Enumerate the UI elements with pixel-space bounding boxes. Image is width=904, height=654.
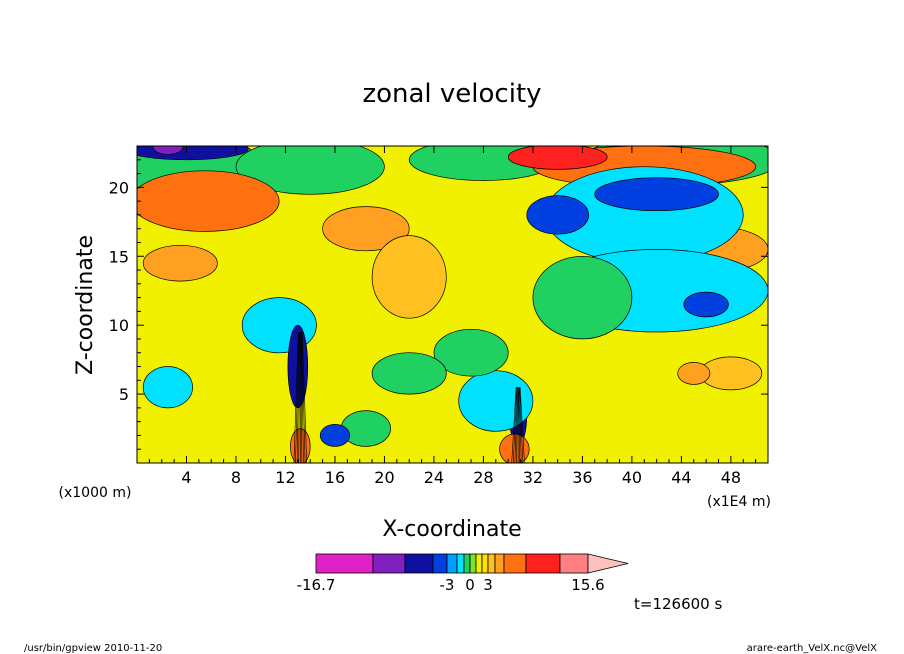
wave-contour-line <box>295 332 300 463</box>
contour-region <box>371 235 447 319</box>
colorbar-label: -3 <box>440 576 455 594</box>
colorbar-segment <box>469 553 477 574</box>
y-axis-ticks: 5 10 15 20 <box>109 159 768 450</box>
wave-contour-line <box>296 332 300 463</box>
x-tick-label: 16 <box>325 468 345 487</box>
wave-contour-line <box>301 332 304 463</box>
y-tick-label: 10 <box>109 316 129 335</box>
colorbar-label: 3 <box>483 576 493 594</box>
y-tick-label: 5 <box>119 385 129 404</box>
x-tick-label: 48 <box>721 468 741 487</box>
contour-region <box>526 195 589 235</box>
x-tick-label: 24 <box>424 468 444 487</box>
wave-contour-line <box>300 332 303 463</box>
contour-region <box>433 328 509 377</box>
colorbar-segment <box>456 553 465 574</box>
footer-left: /usr/bin/gpview 2010-11-20 <box>24 643 162 654</box>
x-tick-label: 4 <box>181 468 191 487</box>
contour-region <box>137 170 280 232</box>
contour-region <box>152 146 184 155</box>
x-tick-label: 40 <box>622 468 642 487</box>
x-axis-ticks: 4 8 12 16 20 24 28 32 36 40 44 48 <box>148 146 757 487</box>
colorbar-segment <box>446 553 458 574</box>
x-tick-label: 44 <box>671 468 691 487</box>
wave-contour-line <box>301 332 306 463</box>
colorbar-segment <box>372 553 406 574</box>
chart-title: zonal velocity <box>362 79 541 109</box>
contour-region <box>594 177 719 212</box>
colorbar-labels: -16.7 -3 0 3 15.6 <box>297 576 605 594</box>
colorbar-segment <box>404 553 434 574</box>
contour-fill-layer <box>137 146 768 463</box>
y-axis-label: Z-coordinate <box>73 235 98 375</box>
colorbar-segment <box>432 553 448 574</box>
x-tick-label: 12 <box>275 468 295 487</box>
contour-region <box>319 424 351 447</box>
footer-right: arare-earth_VelX.nc@VelX <box>747 643 878 654</box>
contour-region <box>142 244 218 282</box>
y-tick-label: 15 <box>109 247 129 266</box>
wave-contour-line <box>516 387 518 463</box>
wave-contour-line <box>511 387 517 463</box>
colorbar-label: 0 <box>465 576 475 594</box>
colorbar-label: -16.7 <box>297 576 336 594</box>
colorbar-segment <box>475 553 483 574</box>
x-tick-label: 36 <box>572 468 592 487</box>
plot-area <box>136 145 769 464</box>
wave-contour-line <box>298 332 301 463</box>
x-unit-label: (x1E4 m) <box>707 494 771 510</box>
x-tick-label: 8 <box>231 468 241 487</box>
contour-region <box>683 291 729 318</box>
contour-region <box>532 255 633 340</box>
contour-region <box>340 410 391 447</box>
x-axis-label: X-coordinate <box>382 517 521 542</box>
wave-contour-line <box>513 387 517 463</box>
contour-region <box>371 352 447 395</box>
y-unit-label: (x1000 m) <box>59 485 132 501</box>
colorbar-segment <box>559 553 589 574</box>
wave-contour-line <box>518 387 520 463</box>
plot-frame <box>136 145 769 464</box>
wave-contour-line <box>519 387 524 463</box>
x-tick-label: 20 <box>374 468 394 487</box>
contour-region <box>322 206 410 252</box>
time-label: t=126600 s <box>634 595 722 613</box>
contour-region <box>458 370 534 432</box>
colorbar-segment <box>463 553 471 574</box>
contour-region <box>507 146 608 170</box>
wave-contour-line <box>293 332 299 463</box>
colorbar-label: 15.6 <box>571 576 604 594</box>
colorbar <box>315 553 629 574</box>
contour-region <box>235 146 385 195</box>
wave-contour-line <box>514 387 518 463</box>
wave-contour-line <box>518 387 522 463</box>
colorbar-segment <box>494 553 505 574</box>
x-tick-label: 32 <box>523 468 543 487</box>
contour-region <box>677 362 711 385</box>
x-tick-label: 28 <box>473 468 493 487</box>
y-tick-label: 20 <box>109 178 129 197</box>
colorbar-extend-arrow <box>587 553 629 574</box>
wave-contour-line <box>302 332 307 463</box>
colorbar-segment <box>503 553 527 574</box>
colorbar-segment <box>487 553 496 574</box>
wave-contour-line <box>519 387 525 463</box>
contour-region <box>142 366 193 409</box>
colorbar-segment <box>481 553 489 574</box>
colorbar-segment <box>315 553 374 574</box>
colorbar-segment <box>525 553 561 574</box>
